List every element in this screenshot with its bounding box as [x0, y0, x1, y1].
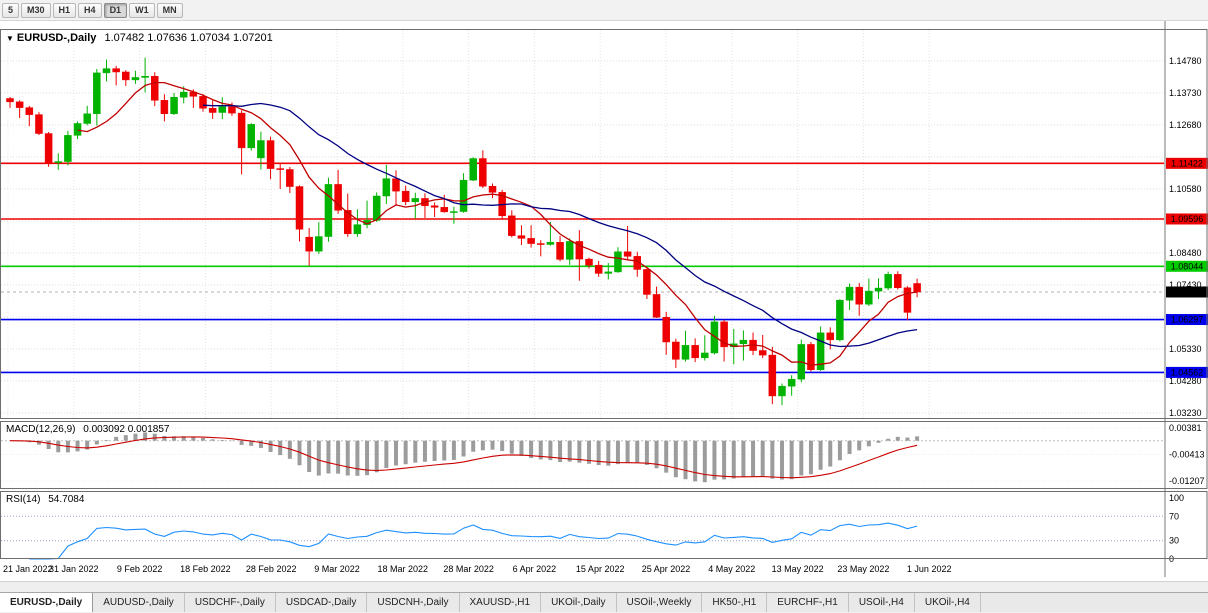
chart-tab-bar: EURUSD-,Daily AUDUSD-,Daily USDCHF-,Dail…: [0, 592, 1208, 612]
chart-canvas[interactable]: 1.14780 1.13730 1.12680 1.10580 1.08480 1.074…: [0, 21, 1208, 581]
svg-text:1.07201: 1.07201: [1171, 287, 1204, 297]
svg-text:-0.01207: -0.01207: [1169, 476, 1205, 486]
timeframe-button-mn[interactable]: MN: [156, 2, 183, 18]
svg-text:23 May 2022: 23 May 2022: [837, 564, 889, 574]
timeframe-button-h1[interactable]: H1: [52, 2, 77, 18]
svg-text:1.09596: 1.09596: [1171, 214, 1204, 224]
svg-text:9 Mar 2022: 9 Mar 2022: [314, 564, 360, 574]
svg-text:1.06297: 1.06297: [1171, 315, 1204, 325]
chart-area: 1.14780 1.13730 1.12680 1.10580 1.08480 1.074…: [0, 21, 1208, 581]
svg-text:1.14780: 1.14780: [1169, 56, 1202, 66]
chart-tab-usdchf[interactable]: USDCHF-,Daily: [185, 593, 276, 612]
svg-text:1.04280: 1.04280: [1169, 376, 1202, 386]
svg-text:1.07430: 1.07430: [1169, 280, 1202, 290]
svg-text:4 May 2022: 4 May 2022: [708, 564, 755, 574]
svg-text:28 Mar 2022: 28 Mar 2022: [443, 564, 494, 574]
chart-tab-eurchf[interactable]: EURCHF-,H1: [767, 593, 849, 612]
chart-tab-xauusd[interactable]: XAUUSD-,H1: [460, 593, 542, 612]
chart-tab-ukoil-daily[interactable]: UKOil-,Daily: [541, 593, 617, 612]
svg-text:100: 100: [1169, 493, 1184, 503]
svg-text:1.10580: 1.10580: [1169, 184, 1202, 194]
svg-text:1.05330: 1.05330: [1169, 344, 1202, 354]
svg-text:9 Feb 2022: 9 Feb 2022: [117, 564, 163, 574]
timeframe-button-m5[interactable]: 5: [2, 2, 20, 18]
svg-text:1.13730: 1.13730: [1169, 88, 1202, 98]
svg-text:1.11422: 1.11422: [1171, 158, 1203, 168]
timeframe-toolbar: 5 M30 H1 H4 D1 W1 MN: [0, 0, 1208, 21]
chart-tab-usoil-h4[interactable]: USOil-,H4: [849, 593, 915, 612]
svg-text:-0.00413: -0.00413: [1169, 450, 1205, 460]
chart-tab-usdcad[interactable]: USDCAD-,Daily: [276, 593, 368, 612]
svg-text:15 Apr 2022: 15 Apr 2022: [576, 564, 625, 574]
timeframe-button-w1[interactable]: W1: [129, 2, 155, 18]
timeframe-button-d1[interactable]: D1: [103, 2, 128, 18]
svg-text:21 Jan 2022: 21 Jan 2022: [3, 564, 53, 574]
horizontal-scrollbar[interactable]: [0, 581, 1208, 592]
chart-tab-usoil-weekly[interactable]: USOil-,Weekly: [617, 593, 703, 612]
svg-text:0.00381: 0.00381: [1169, 423, 1202, 433]
timeframe-button-m30[interactable]: M30: [21, 2, 51, 18]
svg-text:31 Jan 2022: 31 Jan 2022: [49, 564, 99, 574]
svg-text:1 Jun 2022: 1 Jun 2022: [907, 564, 952, 574]
svg-text:70: 70: [1169, 511, 1179, 521]
chart-tab-eurusd[interactable]: EURUSD-,Daily: [0, 593, 94, 612]
svg-text:1.08044: 1.08044: [1171, 261, 1204, 271]
chart-tab-hk50[interactable]: HK50-,H1: [702, 593, 768, 612]
chart-tab-audusd[interactable]: AUDUSD-,Daily: [93, 593, 185, 612]
svg-text:18 Feb 2022: 18 Feb 2022: [180, 564, 231, 574]
timeframe-button-h4[interactable]: H4: [78, 2, 102, 18]
svg-text:1.04562: 1.04562: [1171, 367, 1204, 377]
svg-text:18 Mar 2022: 18 Mar 2022: [378, 564, 429, 574]
svg-text:28 Feb 2022: 28 Feb 2022: [246, 564, 297, 574]
chart-tab-usdcnh[interactable]: USDCNH-,Daily: [367, 593, 460, 612]
svg-text:6 Apr 2022: 6 Apr 2022: [513, 564, 557, 574]
chart-tab-ukoil-h4[interactable]: UKOil-,H4: [915, 593, 981, 612]
svg-text:1.12680: 1.12680: [1169, 120, 1202, 130]
svg-text:13 May 2022: 13 May 2022: [772, 564, 824, 574]
svg-text:1.03230: 1.03230: [1169, 408, 1202, 418]
svg-text:30: 30: [1169, 536, 1179, 546]
svg-text:25 Apr 2022: 25 Apr 2022: [642, 564, 691, 574]
svg-text:1.08480: 1.08480: [1169, 248, 1202, 258]
